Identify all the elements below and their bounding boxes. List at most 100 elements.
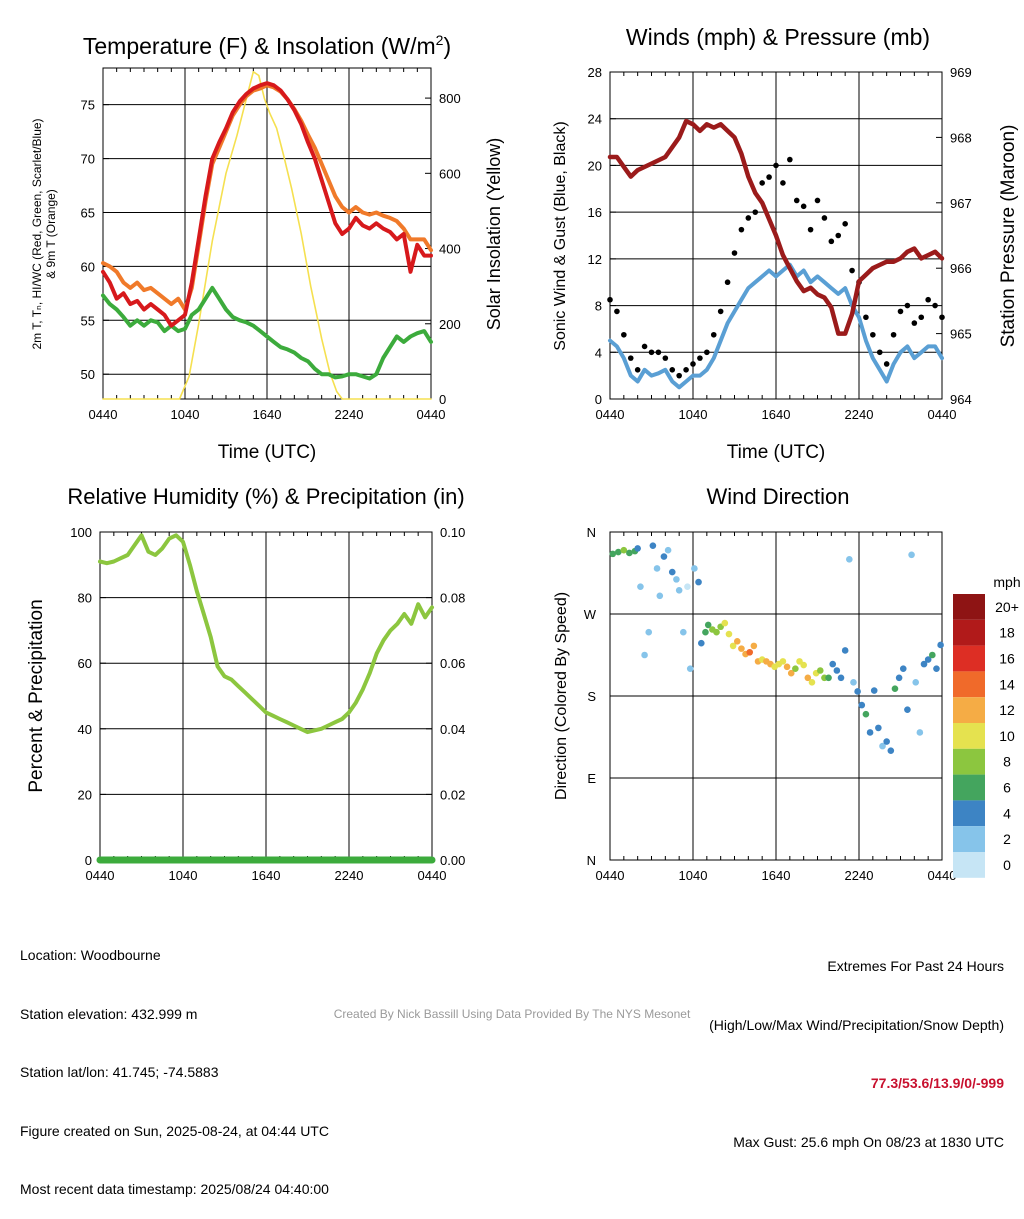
colorbar-label: 14 xyxy=(999,676,1015,692)
winds-y-left-label: Sonic Wind & Gust (Blue, Black) xyxy=(552,121,569,350)
direction-point xyxy=(641,651,648,659)
direction-point xyxy=(870,687,878,694)
direction-point xyxy=(779,658,787,665)
winds-y2-tick-label: 968 xyxy=(950,130,972,145)
humidity-y-tick-label: 0 xyxy=(85,853,92,868)
direction-point xyxy=(684,583,691,590)
extremes-info: Extremes For Past 24 Hours (High/Low/Max… xyxy=(709,918,1004,1172)
direction-point xyxy=(833,667,841,674)
direction-point xyxy=(653,565,661,572)
winds-gust-point xyxy=(890,331,897,338)
direction-point xyxy=(829,660,837,668)
winds-x-tick-label: 0440 xyxy=(596,407,625,422)
direction-point xyxy=(733,638,741,645)
winds-gust-point xyxy=(780,180,786,186)
colorbar-swatch xyxy=(953,800,985,827)
direction-grid xyxy=(610,531,942,861)
winds-gust-point xyxy=(828,238,835,245)
temperature-x-tick-label: 0440 xyxy=(89,407,118,422)
colorbar-title: mph xyxy=(993,574,1020,590)
winds-title: Winds (mph) & Pressure (mb) xyxy=(626,24,930,50)
extremes-values: 77.3/53.6/13.9/0/-999 xyxy=(870,1075,1004,1091)
direction-point xyxy=(916,729,924,736)
humidity-y-tick-label: 40 xyxy=(78,722,92,737)
direction-point xyxy=(738,645,745,652)
humidity-y2-tick-label: 0.02 xyxy=(440,787,465,802)
colorbar-swatch xyxy=(953,645,985,672)
humidity-panel: Relative Humidity (%) & Precipitation (i… xyxy=(26,484,465,883)
max-gust: Max Gust: 25.6 mph On 08/23 at 1830 UTC xyxy=(733,1133,1004,1150)
colorbar-swatch xyxy=(953,723,985,749)
winds-gust-point xyxy=(800,203,807,210)
winds-y2-tick-label: 969 xyxy=(950,65,972,80)
temperature-y-left-label-line2: & 9m T (Orange) xyxy=(44,189,58,279)
direction-x-tick-label: 1640 xyxy=(762,868,791,883)
winds-gust-point xyxy=(787,156,793,163)
winds-y-tick-label: 12 xyxy=(588,252,602,267)
winds-gust-point xyxy=(669,367,676,373)
winds-gust-point xyxy=(835,232,842,239)
colorbar-label: 8 xyxy=(1003,754,1011,770)
direction-point xyxy=(792,665,799,672)
winds-gust-point xyxy=(883,361,890,367)
winds-gust-point xyxy=(704,349,710,356)
direction-title: Wind Direction xyxy=(706,484,849,509)
humidity-grid xyxy=(100,531,432,861)
colorbar-label: 6 xyxy=(1003,780,1011,796)
winds-x-tick-label: 2240 xyxy=(845,407,874,422)
temperature-series-dewpoint xyxy=(101,285,433,381)
humidity-y-tick-label: 60 xyxy=(78,656,92,671)
colorbar-label: 4 xyxy=(1003,805,1011,821)
direction-point xyxy=(920,660,928,668)
winds-gust-point xyxy=(745,215,752,221)
humidity-y-tick-label: 20 xyxy=(78,787,92,802)
direction-point xyxy=(891,685,899,693)
winds-gust-point xyxy=(731,250,738,256)
humidity-x-tick-label: 0440 xyxy=(86,868,115,883)
station-elevation: Station elevation: 432.999 m xyxy=(20,1005,198,1022)
winds-gust-point xyxy=(614,308,620,315)
winds-gust-point xyxy=(724,279,731,286)
direction-point xyxy=(660,553,668,560)
humidity-ticks: 0440 1040 1640 2240 04400204060801000.000.02… xyxy=(70,525,465,883)
direction-y-tick-label: E xyxy=(587,771,596,786)
humidity-title: Relative Humidity (%) & Precipitation (i… xyxy=(67,484,464,509)
winds-gust-point xyxy=(766,174,772,180)
direction-point xyxy=(702,628,709,636)
colorbar-label: 0 xyxy=(1003,857,1011,873)
winds-gust-point xyxy=(939,314,945,321)
temperature-x-tick-label: 2240 xyxy=(335,407,364,422)
temperature-y-tick-label: 55 xyxy=(81,313,95,328)
direction-point xyxy=(680,628,687,636)
temperature-series-2m-t xyxy=(101,81,433,328)
temperature-series-9m-t xyxy=(101,83,433,312)
direction-point xyxy=(750,642,758,650)
temperature-series xyxy=(101,71,433,400)
direction-point xyxy=(875,724,882,732)
winds-gust-point xyxy=(897,308,904,315)
temperature-y2-tick-label: 0 xyxy=(439,392,446,407)
winds-gust-point xyxy=(842,221,848,227)
temperature-x-label: Time (UTC) xyxy=(218,442,317,463)
winds-y-tick-label: 0 xyxy=(595,392,602,407)
colorbar-label: 10 xyxy=(999,728,1015,744)
winds-y-tick-label: 16 xyxy=(588,205,602,220)
winds-gust-point xyxy=(870,331,876,338)
direction-point xyxy=(787,669,795,677)
direction-point xyxy=(615,548,622,556)
winds-series xyxy=(607,118,945,390)
direction-point xyxy=(879,742,886,750)
winds-y-tick-label: 8 xyxy=(595,299,602,314)
direction-series xyxy=(609,542,944,754)
winds-gust-point xyxy=(690,361,696,367)
winds-gust-point xyxy=(717,308,724,315)
direction-point xyxy=(933,665,940,672)
winds-gust-point xyxy=(683,367,689,373)
winds-x-label: Time (UTC) xyxy=(727,442,826,463)
direction-point xyxy=(729,642,737,650)
temperature-y-tick-label: 60 xyxy=(81,259,95,274)
colorbar-label: 18 xyxy=(999,625,1015,641)
colorbar-swatch xyxy=(953,826,985,852)
winds-gust-point xyxy=(863,314,869,321)
